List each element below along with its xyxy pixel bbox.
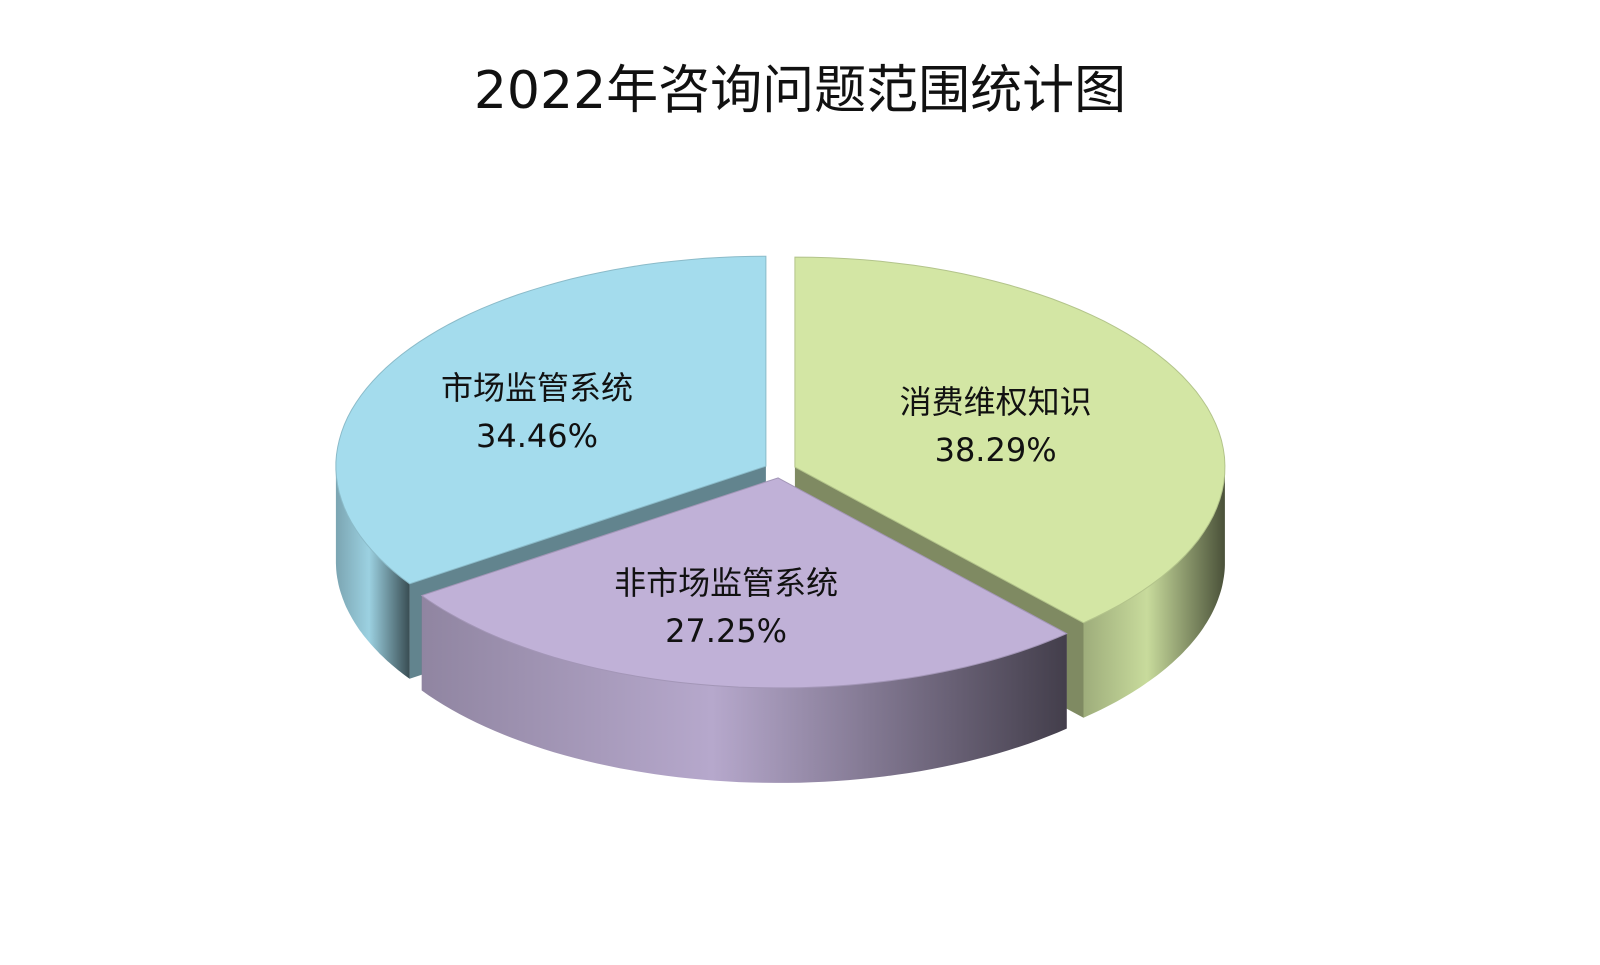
value-label: 34.46%: [475, 417, 598, 456]
category-label: 市场监管系统: [440, 369, 633, 408]
slice: [420, 477, 1068, 783]
category-label: 非市场监管系统: [614, 564, 839, 603]
slice-top: [794, 256, 1226, 624]
slice-label: 非市场监管系统 27.25%: [596, 559, 856, 655]
slice-side: [335, 466, 410, 679]
slice-top: [335, 255, 767, 585]
slice-label: 消费维权知识 38.29%: [866, 378, 1126, 474]
slice-top: [420, 477, 1068, 689]
value-label: 27.25%: [665, 612, 788, 651]
category-label: 消费维权知识: [899, 382, 1092, 421]
value-label: 38.29%: [934, 430, 1057, 469]
slice-label: 市场监管系统 34.46%: [407, 364, 667, 460]
slice-side: [1083, 467, 1225, 718]
slice-side: [421, 595, 1067, 783]
chart-title: 2022年咨询问题范围统计图: [473, 61, 1127, 121]
